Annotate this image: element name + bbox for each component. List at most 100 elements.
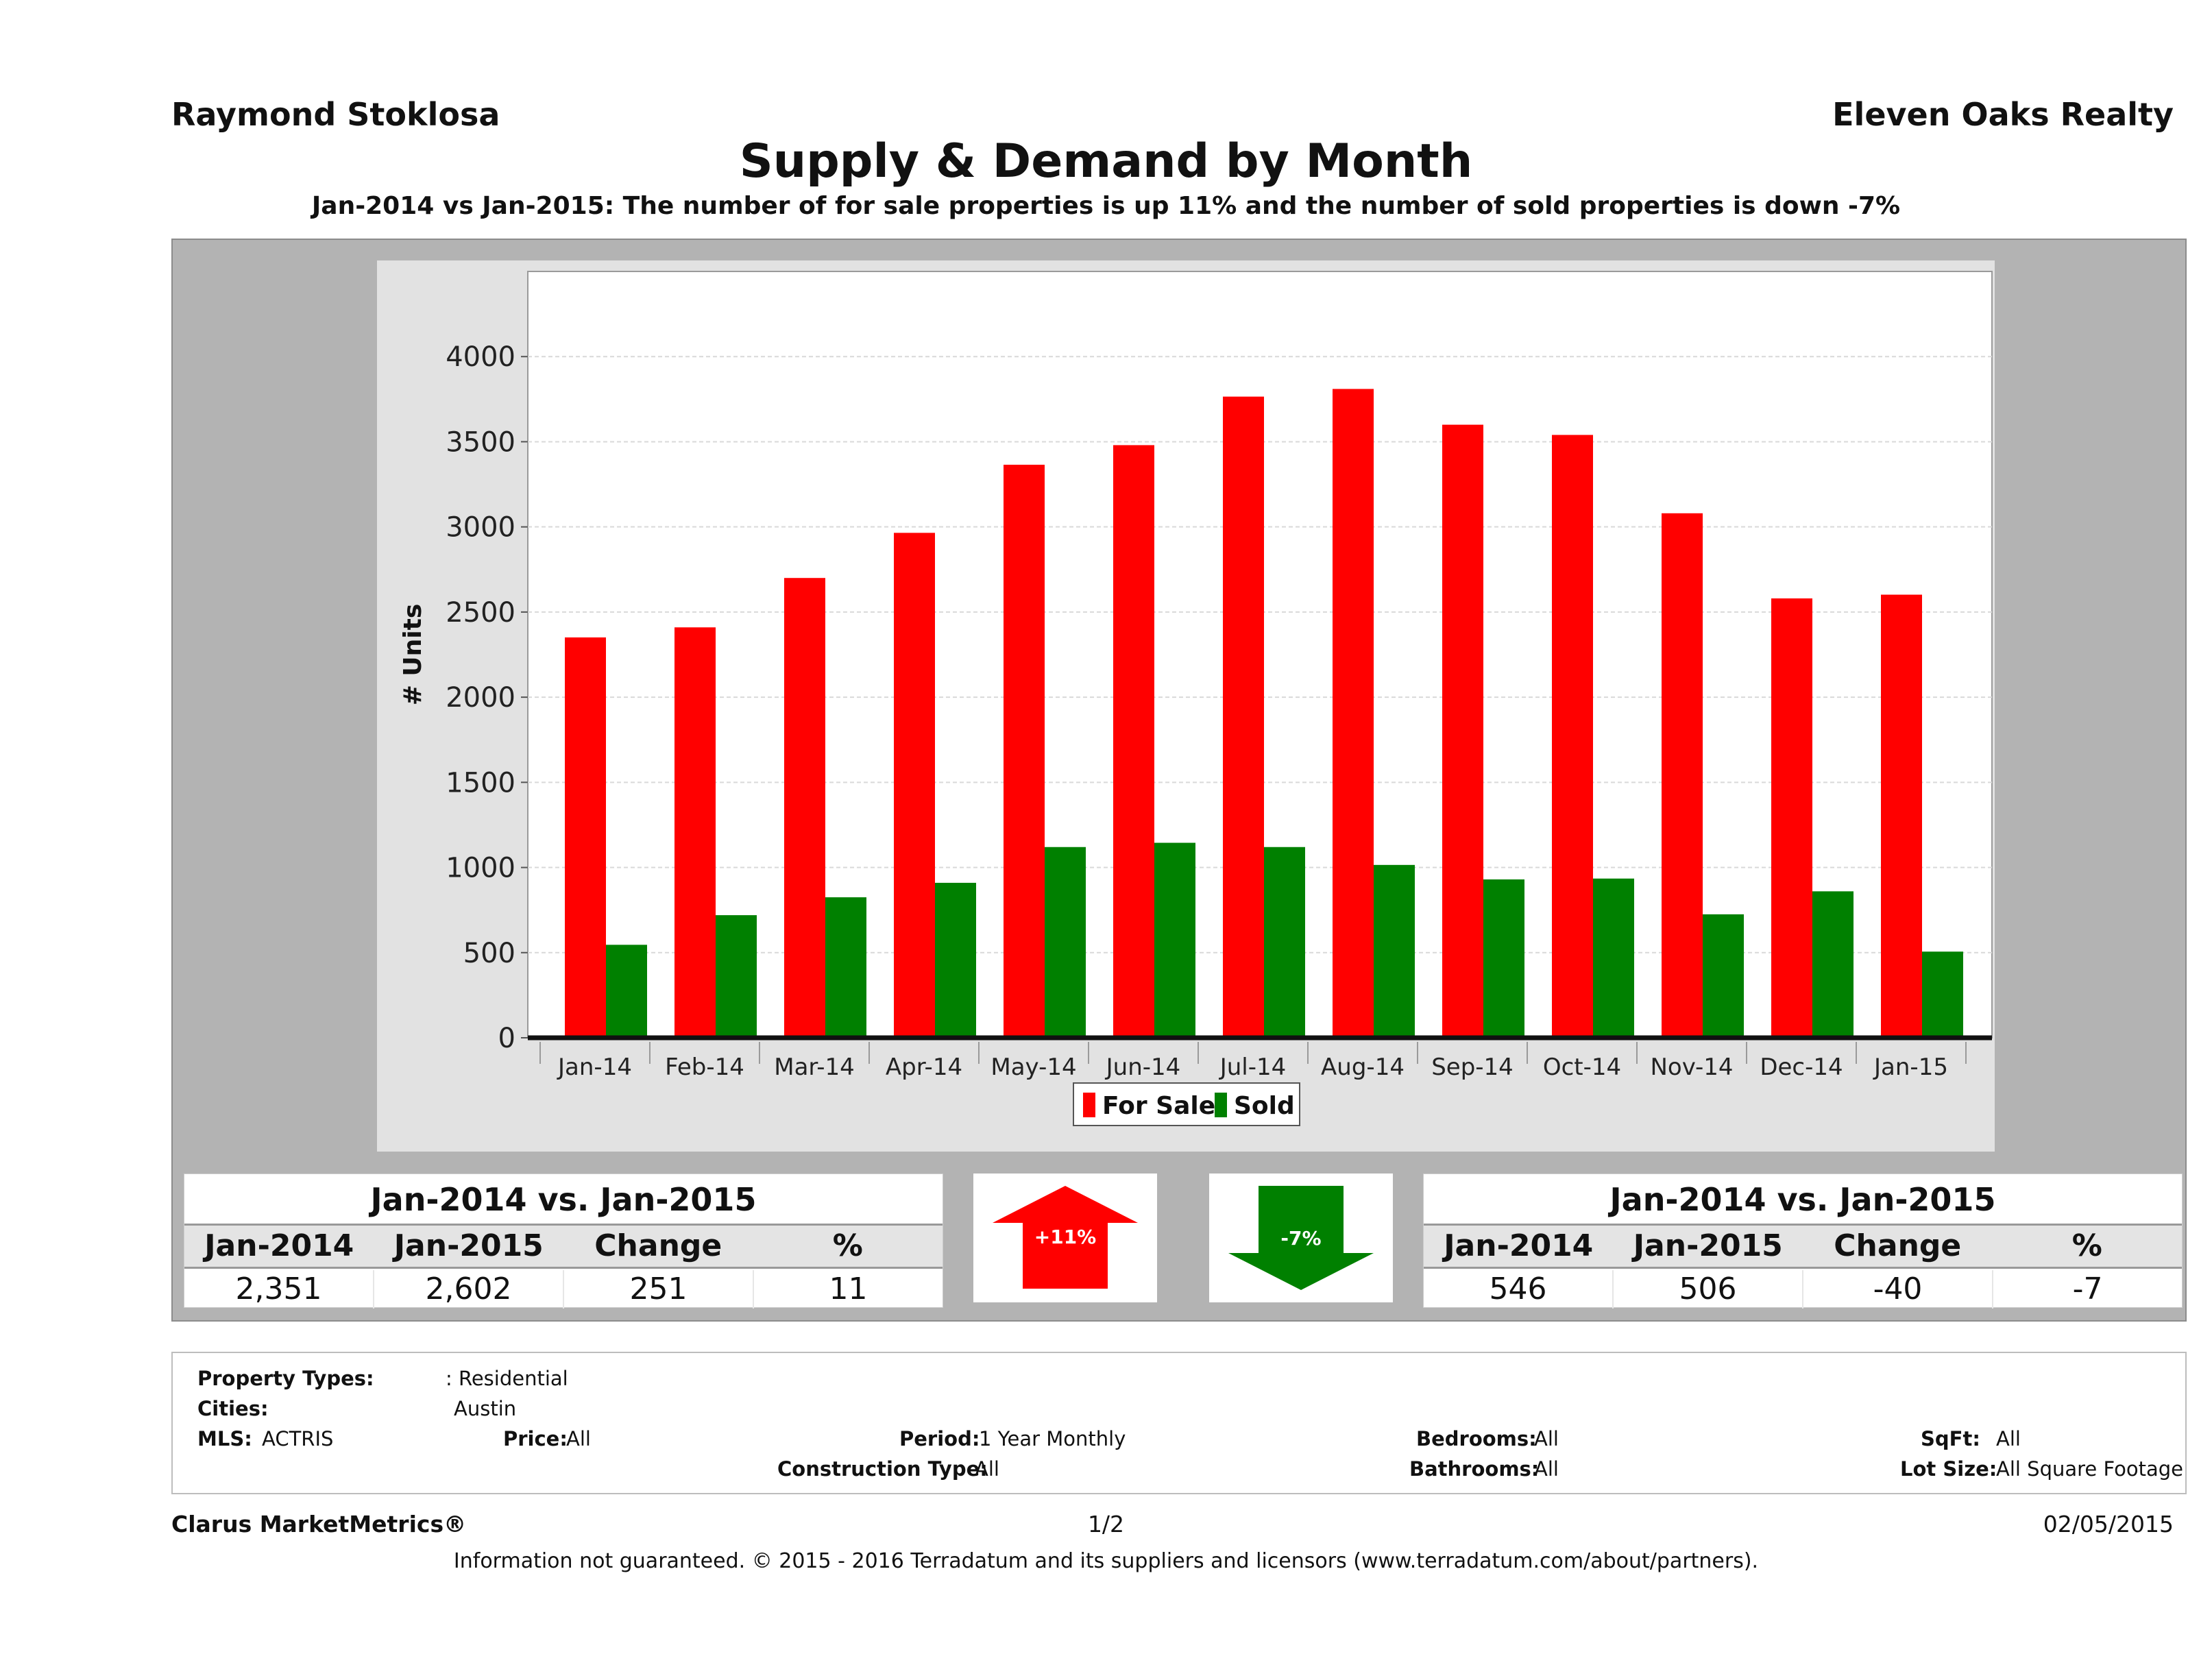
- legend-label-for-sale: For Sale: [1102, 1092, 1215, 1120]
- sold-stats-header: Jan-2014 Jan-2015 Change %: [1424, 1224, 2182, 1269]
- up-arrow-label: +11%: [1034, 1226, 1096, 1248]
- x-tick-label: Mar-14: [774, 1054, 855, 1081]
- x-tick-label: Jul-14: [1219, 1054, 1287, 1081]
- bar-for-sale: [1771, 598, 1812, 1038]
- footer-brand: Clarus MarketMetrics®: [171, 1511, 467, 1537]
- bar-for-sale: [894, 533, 935, 1038]
- bathrooms-value: All: [1534, 1457, 1559, 1481]
- x-tick-label: Jun-14: [1105, 1054, 1181, 1081]
- for-sale-value-end: 2,602: [374, 1270, 564, 1309]
- sqft-label: SqFt:: [1921, 1427, 1980, 1450]
- x-tick-label: Apr-14: [886, 1054, 962, 1081]
- for-sale-stats-title: Jan-2014 vs. Jan-2015: [370, 1181, 757, 1218]
- bathrooms-label: Bathrooms:: [1409, 1457, 1540, 1481]
- bar-sold: [1045, 847, 1086, 1038]
- legend-label-sold: Sold: [1234, 1092, 1295, 1120]
- for-sale-value-percent: 11: [829, 1272, 868, 1306]
- y-tick-label: 500: [463, 938, 515, 969]
- bar-for-sale: [1881, 594, 1922, 1038]
- sold-stats: Jan-2014 vs. Jan-2015 Jan-2014 Jan-2015 …: [1423, 1174, 2183, 1309]
- for-sale-header-end: Jan-2015: [393, 1228, 544, 1263]
- y-tick-label: 2500: [446, 597, 515, 629]
- supply-demand-chart: 0 500 1000 1500 2000 2500 3000 3500 4000 # Units J…: [399, 271, 1993, 1126]
- sold-value-start: 546: [1424, 1270, 1614, 1309]
- x-tick-label: Oct-14: [1543, 1054, 1621, 1081]
- up-arrow-icon: +11%: [993, 1186, 1138, 1289]
- for-sale-header-percent: %: [832, 1228, 863, 1263]
- bar-sold: [1264, 847, 1305, 1038]
- legend-swatch-sold: [1215, 1093, 1227, 1117]
- for-sale-header-start: Jan-2014: [204, 1228, 354, 1263]
- bar-for-sale: [1004, 464, 1045, 1038]
- bar-sold: [1703, 914, 1744, 1038]
- y-tick-label: 2000: [446, 682, 515, 714]
- report-subtitle: Jan-2014 vs Jan-2015: The number of for …: [311, 192, 1901, 220]
- y-tick-label: 0: [498, 1023, 515, 1054]
- sold-value-change: -40: [1803, 1270, 1993, 1309]
- x-tick-label: Dec-14: [1760, 1054, 1843, 1081]
- bar-for-sale: [1552, 435, 1593, 1038]
- bar-sold: [1812, 891, 1854, 1038]
- bar-for-sale: [1442, 424, 1483, 1038]
- bar-sold: [606, 945, 647, 1038]
- x-tick-label: Feb-14: [665, 1054, 744, 1081]
- lot-size-label: Lot Size:: [1900, 1457, 1997, 1481]
- price-value: All: [566, 1427, 591, 1450]
- report-title: Supply & Demand by Month: [739, 134, 1473, 189]
- disclaimer: Information not guaranteed. © 2015 - 201…: [453, 1549, 1759, 1573]
- bar-for-sale: [1333, 389, 1374, 1038]
- construction-type-value: All: [975, 1457, 999, 1481]
- bar-sold: [1483, 879, 1524, 1038]
- sold-value-percent: -7: [2072, 1272, 2103, 1306]
- bar-sold: [1154, 842, 1195, 1038]
- mls-value: ACTRIS: [262, 1427, 334, 1450]
- legend-swatch-for-sale: [1083, 1093, 1095, 1117]
- bedrooms-value: All: [1534, 1427, 1559, 1450]
- bar-sold: [1922, 951, 1963, 1038]
- price-label: Price:: [503, 1427, 568, 1450]
- cities-value: Austin: [454, 1397, 517, 1420]
- bar-for-sale: [1662, 513, 1703, 1038]
- y-tick-label: 3500: [446, 426, 515, 458]
- sold-stats-values: 546 506 -40 -7: [1424, 1270, 2182, 1309]
- bedrooms-label: Bedrooms:: [1416, 1427, 1537, 1450]
- office-name: Eleven Oaks Realty: [1832, 96, 2174, 133]
- mls-label: MLS:: [197, 1427, 252, 1450]
- bar-sold: [1593, 878, 1634, 1038]
- property-types-label: Property Types:: [197, 1367, 374, 1390]
- sold-header-end: Jan-2015: [1633, 1228, 1783, 1263]
- for-sale-value-change: 251: [564, 1270, 754, 1309]
- bar-sold: [1374, 864, 1415, 1038]
- x-tick-label: Jan-15: [1873, 1054, 1948, 1081]
- sold-header-change: Change: [1834, 1228, 1962, 1263]
- y-tick-label: 4000: [446, 341, 515, 373]
- bar-sold: [935, 882, 976, 1038]
- report-filters: Property Types: : Residential Cities: Au…: [171, 1352, 2187, 1494]
- bar-for-sale: [1223, 396, 1264, 1038]
- for-sale-stats-values: 2,351 2,602 251 11: [184, 1270, 943, 1309]
- sold-value-end: 506: [1614, 1270, 1803, 1309]
- y-tick-label: 3000: [446, 512, 515, 544]
- x-tick-label: Aug-14: [1321, 1054, 1405, 1081]
- period-value: 1 Year Monthly: [979, 1427, 1126, 1450]
- y-axis-label: # Units: [399, 604, 427, 706]
- sqft-value: All: [1996, 1427, 2021, 1450]
- for-sale-change-indicator: +11%: [973, 1174, 1157, 1302]
- for-sale-stats: Jan-2014 vs. Jan-2015 Jan-2014 Jan-2015 …: [184, 1174, 943, 1309]
- for-sale-value-start: 2,351: [184, 1270, 374, 1309]
- bar-sold: [825, 897, 866, 1038]
- bar-for-sale: [1113, 445, 1154, 1038]
- x-tick-label: Nov-14: [1651, 1054, 1734, 1081]
- page-number: 1/2: [1087, 1511, 1125, 1537]
- sold-change-indicator: -7%: [1209, 1174, 1393, 1302]
- report-date: 02/05/2015: [2043, 1511, 2174, 1537]
- cities-label: Cities:: [197, 1397, 269, 1420]
- legend: [1073, 1082, 1300, 1126]
- x-tick-label: May-14: [990, 1054, 1076, 1081]
- lot-size-value: All Square Footage: [1996, 1457, 2184, 1481]
- sold-stats-title: Jan-2014 vs. Jan-2015: [1609, 1181, 1996, 1218]
- down-arrow-icon: -7%: [1228, 1186, 1374, 1290]
- agent-name: Raymond Stoklosa: [171, 96, 500, 133]
- bar-for-sale: [784, 578, 825, 1038]
- period-label: Period:: [899, 1427, 980, 1450]
